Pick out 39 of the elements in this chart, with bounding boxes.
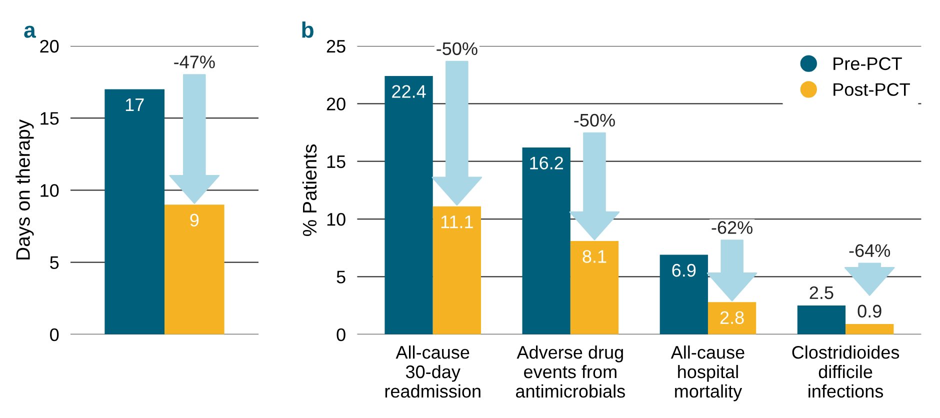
data-label: 11.1 bbox=[441, 216, 473, 228]
data-label: 8.1 bbox=[582, 250, 606, 263]
y-tick-label: 10 bbox=[327, 212, 346, 226]
y-tick-label: 20 bbox=[40, 40, 59, 53]
data-label: 6.9 bbox=[672, 264, 696, 277]
chart-title: b bbox=[302, 22, 314, 38]
y-tick-label: 20 bbox=[326, 98, 346, 110]
y-tick-label: 25 bbox=[326, 40, 346, 53]
data-label: 17 bbox=[126, 98, 144, 111]
annotation: -64% bbox=[849, 244, 890, 257]
x-tick-label: Clostridioides difficile infections bbox=[792, 346, 900, 398]
data-label: 0.9 bbox=[858, 304, 882, 318]
y-tick-label: 0 bbox=[50, 328, 59, 342]
y-axis-title: Days on therapy bbox=[16, 119, 34, 260]
data-label: 2.8 bbox=[720, 311, 744, 324]
bar bbox=[797, 306, 846, 334]
y-tick-label: 15 bbox=[40, 112, 59, 125]
data-label: 9 bbox=[190, 214, 199, 227]
data-label: 22.4 bbox=[392, 85, 426, 98]
annotation: -50% bbox=[574, 114, 615, 127]
data-label: 16.2 bbox=[530, 156, 564, 170]
annotation: -62% bbox=[712, 221, 752, 234]
annotation: -50% bbox=[436, 42, 478, 56]
chart-title: a bbox=[24, 26, 36, 38]
y-tick-label: 10 bbox=[40, 184, 59, 197]
y-tick-label: 5 bbox=[336, 270, 346, 284]
annotation: -47% bbox=[174, 56, 215, 68]
y-axis-title: % Patients bbox=[302, 144, 317, 236]
bar bbox=[522, 148, 570, 334]
legend-label: Pre-PCT bbox=[834, 57, 902, 70]
y-tick-label: 0 bbox=[336, 328, 346, 342]
data-label: 2.5 bbox=[810, 286, 834, 300]
y-tick-label: 15 bbox=[327, 155, 346, 168]
legend-label: Post-PCT bbox=[834, 83, 910, 96]
x-tick-label: All-cause 30-day readmission bbox=[385, 346, 480, 398]
x-tick-label: Adverse drug events from antimicrobials bbox=[516, 346, 625, 398]
x-tick-label: All-cause hospital mortality bbox=[670, 346, 744, 402]
bar bbox=[846, 324, 894, 334]
y-tick-label: 5 bbox=[50, 256, 59, 270]
